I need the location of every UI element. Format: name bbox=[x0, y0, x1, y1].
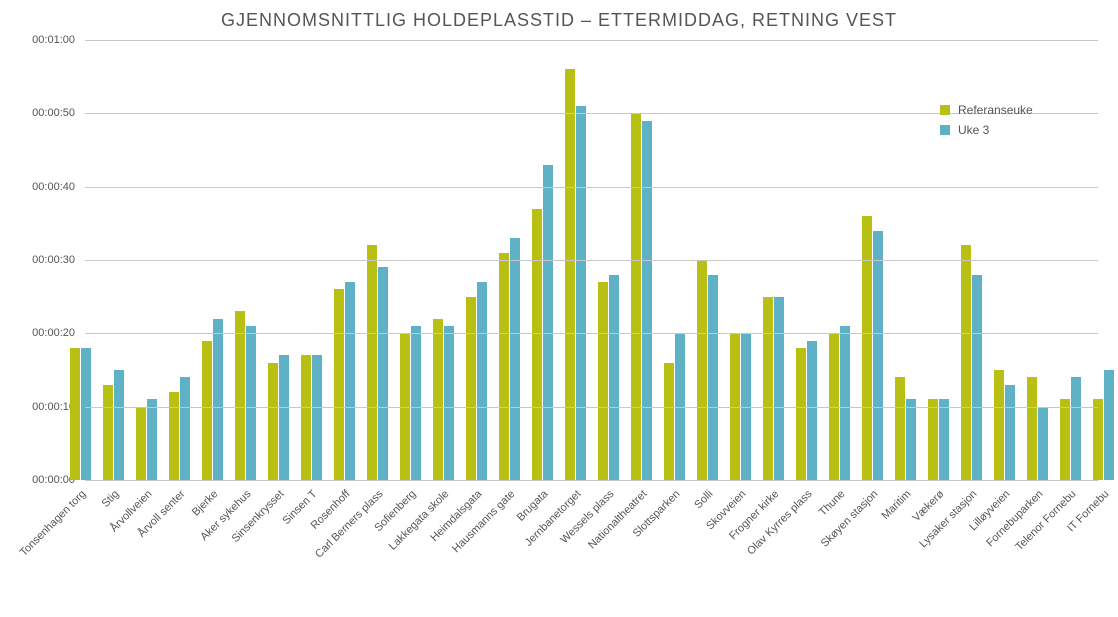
bar bbox=[1071, 377, 1081, 480]
legend-swatch bbox=[940, 125, 950, 135]
legend-item: Uke 3 bbox=[940, 120, 1033, 140]
x-tick-label: Olav Kyrres plass bbox=[745, 488, 814, 557]
bar bbox=[1093, 399, 1103, 480]
x-tick-label: Thune bbox=[817, 488, 848, 519]
bar bbox=[433, 319, 443, 480]
bar bbox=[1104, 370, 1114, 480]
bar bbox=[279, 355, 289, 480]
y-tick-label: 00:01:00 bbox=[32, 34, 75, 46]
bar bbox=[312, 355, 322, 480]
bar bbox=[1038, 407, 1048, 480]
bar bbox=[939, 399, 949, 480]
x-tick-label: Tonsenhagen torg bbox=[18, 488, 89, 559]
x-tick-label: Maritim bbox=[879, 488, 913, 522]
bar bbox=[334, 289, 344, 480]
bar bbox=[862, 216, 872, 480]
legend-swatch bbox=[940, 105, 950, 115]
bar bbox=[807, 341, 817, 480]
bar bbox=[180, 377, 190, 480]
bar bbox=[345, 282, 355, 480]
legend: Referanseuke Uke 3 bbox=[940, 100, 1033, 140]
grid-line bbox=[85, 407, 1098, 408]
bar bbox=[301, 355, 311, 480]
bar bbox=[708, 275, 718, 480]
bar bbox=[444, 326, 454, 480]
legend-item: Referanseuke bbox=[940, 100, 1033, 120]
bar bbox=[774, 297, 784, 480]
grid-line bbox=[85, 40, 1098, 41]
y-tick-label: 00:00:20 bbox=[32, 327, 75, 339]
y-tick-label: 00:00:30 bbox=[32, 254, 75, 266]
bar bbox=[895, 377, 905, 480]
bar bbox=[631, 113, 641, 480]
bar bbox=[1027, 377, 1037, 480]
bar bbox=[114, 370, 124, 480]
bar bbox=[246, 326, 256, 480]
bar bbox=[136, 407, 146, 480]
bar bbox=[81, 348, 91, 480]
bar bbox=[873, 231, 883, 480]
bar bbox=[169, 392, 179, 480]
bar bbox=[411, 326, 421, 480]
x-tick-label: Bjerke bbox=[190, 488, 221, 519]
bar bbox=[213, 319, 223, 480]
bar bbox=[961, 245, 971, 480]
bar bbox=[235, 311, 245, 480]
bar bbox=[609, 275, 619, 480]
grid-line bbox=[85, 260, 1098, 261]
bar bbox=[796, 348, 806, 480]
bar bbox=[1005, 385, 1015, 480]
bar bbox=[598, 282, 608, 480]
bar bbox=[576, 106, 586, 480]
bar bbox=[202, 341, 212, 480]
bar bbox=[906, 399, 916, 480]
legend-label: Referanseuke bbox=[958, 103, 1033, 117]
y-tick-label: 00:00:40 bbox=[32, 181, 75, 193]
bar bbox=[532, 209, 542, 480]
bar bbox=[268, 363, 278, 480]
bar bbox=[510, 238, 520, 480]
bar bbox=[664, 363, 674, 480]
bar bbox=[1060, 399, 1070, 480]
bar bbox=[994, 370, 1004, 480]
bar bbox=[477, 282, 487, 480]
bar bbox=[642, 121, 652, 480]
chart-container: GJENNOMSNITTLIG HOLDEPLASSTID – ETTERMID… bbox=[0, 0, 1118, 617]
bar bbox=[466, 297, 476, 480]
bar bbox=[367, 245, 377, 480]
x-tick-label: Lysaker stasjon bbox=[917, 488, 979, 550]
grid-line bbox=[85, 333, 1098, 334]
x-tick-label: Hausmanns gate bbox=[450, 488, 517, 555]
bar bbox=[499, 253, 509, 480]
bar bbox=[378, 267, 388, 480]
x-tick-label: Stig bbox=[100, 488, 122, 510]
y-tick-label: 00:00:50 bbox=[32, 107, 75, 119]
bar bbox=[840, 326, 850, 480]
bar bbox=[70, 348, 80, 480]
bar bbox=[763, 297, 773, 480]
x-axis: Tonsenhagen torgStigÅrvollveienÅrvoll se… bbox=[85, 482, 1098, 617]
bar bbox=[972, 275, 982, 480]
x-tick-label: Solli bbox=[692, 488, 715, 511]
bar bbox=[103, 385, 113, 480]
bar bbox=[147, 399, 157, 480]
grid-line bbox=[85, 187, 1098, 188]
chart-title: GJENNOMSNITTLIG HOLDEPLASSTID – ETTERMID… bbox=[0, 10, 1118, 31]
bar bbox=[565, 69, 575, 480]
bar bbox=[928, 399, 938, 480]
bar bbox=[543, 165, 553, 480]
x-tick-label: Nationaltheatret bbox=[586, 488, 649, 551]
bar bbox=[697, 260, 707, 480]
legend-label: Uke 3 bbox=[958, 123, 989, 137]
